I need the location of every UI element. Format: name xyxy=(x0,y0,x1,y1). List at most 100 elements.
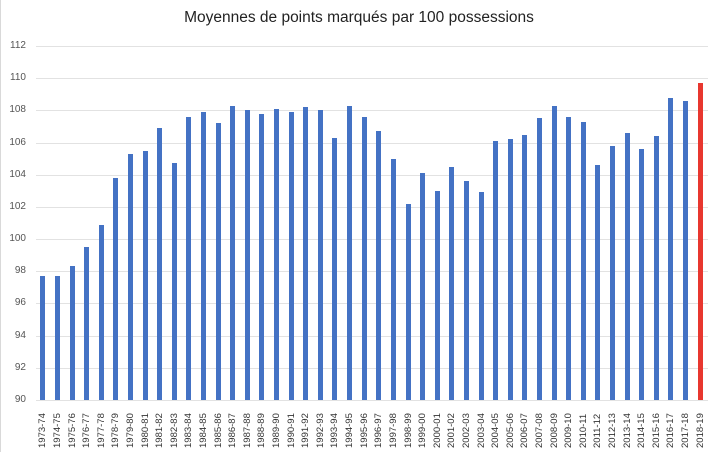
bar xyxy=(274,108,280,400)
bar xyxy=(54,276,60,400)
x-tick-label: 1978-79 xyxy=(110,413,122,448)
x-tick-label: 1976-77 xyxy=(81,413,93,448)
bar xyxy=(390,158,396,400)
y-tick-label: 112 xyxy=(10,40,26,51)
gridline xyxy=(36,303,708,305)
x-tick-label: 1982-83 xyxy=(168,413,180,448)
x-tick-label: 2014-15 xyxy=(636,413,648,448)
x-tick-label: 2008-09 xyxy=(548,413,560,448)
y-tick-label: 94 xyxy=(14,329,26,341)
gridline xyxy=(36,335,708,337)
x-tick-label: 1996-97 xyxy=(373,413,385,448)
bar xyxy=(566,116,572,400)
x-tick-label: 1997-98 xyxy=(387,413,399,448)
x-tick-label: 1979-80 xyxy=(124,413,136,448)
x-tick-label: 1983-84 xyxy=(183,413,195,448)
gridline xyxy=(36,142,708,144)
y-tick-label: 90 xyxy=(14,394,26,405)
bar xyxy=(595,165,601,400)
gridline xyxy=(36,78,708,80)
bar xyxy=(347,105,353,400)
x-tick-label: 1974-75 xyxy=(51,413,63,448)
bar xyxy=(463,181,469,400)
bar xyxy=(653,136,659,400)
bar xyxy=(405,203,411,400)
x-tick-label: 1995-96 xyxy=(358,413,370,448)
bar xyxy=(98,224,104,400)
y-tick-label: 100 xyxy=(9,233,26,245)
bar xyxy=(449,166,455,400)
bar xyxy=(668,97,674,400)
x-tick-label: 1999-00 xyxy=(417,413,429,448)
gridline xyxy=(36,110,708,112)
bar xyxy=(332,137,338,400)
y-tick-label: 104 xyxy=(9,168,26,180)
bar xyxy=(639,148,645,400)
x-tick-label: 1991-92 xyxy=(300,413,312,448)
bar xyxy=(84,247,90,400)
x-tick-label: 1987-88 xyxy=(241,413,253,448)
x-tick-label: 2006-07 xyxy=(519,413,531,448)
bar xyxy=(551,105,557,400)
x-tick-label: 1990-91 xyxy=(285,413,297,448)
bar xyxy=(420,173,426,400)
gridline xyxy=(36,367,708,369)
plot-area: 90 92 94 96 98 100 102 104 106 108 110 112 xyxy=(9,40,708,405)
y-tick-label: 96 xyxy=(14,297,26,309)
y-tick-label: 106 xyxy=(9,136,26,148)
bar xyxy=(230,105,236,400)
bar xyxy=(376,131,382,400)
x-tick-label: 2011-12 xyxy=(592,413,604,448)
y-tick-label: 92 xyxy=(14,361,26,373)
x-tick-label: 2009-10 xyxy=(563,413,575,448)
x-tick-label: 1980-81 xyxy=(139,413,151,448)
x-tick-label: 2016-17 xyxy=(665,413,677,448)
gridline xyxy=(36,174,708,176)
x-tick-label: 2005-06 xyxy=(504,413,516,448)
x-tick-label: 2007-08 xyxy=(534,413,545,448)
bar xyxy=(697,83,703,400)
bar xyxy=(537,118,542,400)
bar xyxy=(127,153,133,400)
x-tick-label: 1993-94 xyxy=(329,413,341,448)
x-tick-label: 1989-90 xyxy=(271,413,283,448)
x-tick-label: 1998-99 xyxy=(402,413,414,448)
x-tick-label: 2012-13 xyxy=(607,413,619,448)
gridline xyxy=(36,239,708,241)
gridline xyxy=(36,206,708,208)
x-tick-label: 1994-95 xyxy=(344,413,356,448)
x-tick-label: 2002-03 xyxy=(460,413,472,448)
bar xyxy=(113,177,119,400)
y-tick-label: 110 xyxy=(10,72,26,84)
x-tick-label: 2010-11 xyxy=(577,413,589,448)
bar xyxy=(142,150,148,400)
bar xyxy=(610,145,616,400)
gridline xyxy=(36,271,708,273)
y-tick-label: 102 xyxy=(9,200,26,212)
x-tick-label: 2004-05 xyxy=(490,413,502,448)
bar xyxy=(244,110,250,400)
x-tick-label: 1986-87 xyxy=(227,413,239,448)
bar xyxy=(478,192,484,400)
bar xyxy=(507,139,513,400)
bar xyxy=(434,190,440,400)
bar xyxy=(201,111,206,400)
x-tick-label: 1973-74 xyxy=(37,413,49,448)
x-tick-label: 1984-85 xyxy=(198,413,209,448)
bar xyxy=(259,113,265,400)
bar xyxy=(157,128,163,400)
bar xyxy=(683,100,689,400)
bar xyxy=(580,121,586,400)
x-tick-label: 2018-19 xyxy=(694,413,706,448)
bar xyxy=(40,276,46,400)
bar xyxy=(361,116,367,400)
bar xyxy=(493,140,499,400)
x-tick-label: 1985-86 xyxy=(212,413,224,448)
gridline xyxy=(36,400,708,401)
bar xyxy=(317,110,323,400)
x-tick-label: 1992-93 xyxy=(314,413,326,448)
x-tick-label: 2015-16 xyxy=(650,413,662,448)
bar xyxy=(303,107,309,400)
x-tick-label: 2000-01 xyxy=(431,413,443,448)
